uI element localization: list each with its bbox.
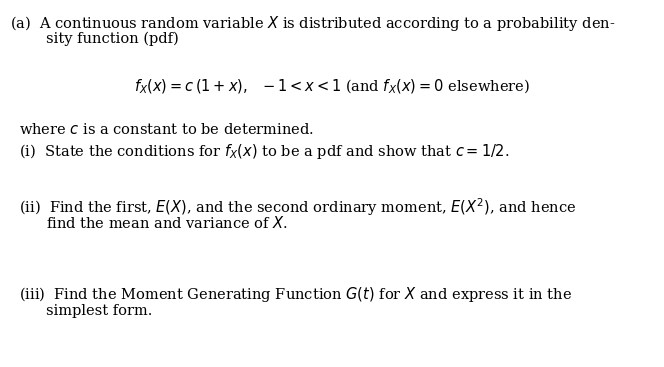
Text: $f_X(x) = c\,(1+x),\ \ -1 < x < 1$ (and $f_X(x) = 0$ elsewhere): $f_X(x) = c\,(1+x),\ \ -1 < x < 1$ (and … — [134, 78, 530, 97]
Text: sity function (pdf): sity function (pdf) — [46, 32, 179, 46]
Text: find the mean and variance of $X$.: find the mean and variance of $X$. — [46, 215, 288, 231]
Text: (a)  A continuous random variable $X$ is distributed according to a probability : (a) A continuous random variable $X$ is … — [10, 14, 616, 33]
Text: where $c$ is a constant to be determined.: where $c$ is a constant to be determined… — [19, 122, 314, 137]
Text: (ii)  Find the first, $E(X)$, and the second ordinary moment, $E(X^2)$, and henc: (ii) Find the first, $E(X)$, and the sec… — [19, 196, 576, 218]
Text: (i)  State the conditions for $f_X(x)$ to be a pdf and show that $c = 1/2$.: (i) State the conditions for $f_X(x)$ to… — [19, 142, 509, 161]
Text: simplest form.: simplest form. — [46, 304, 152, 318]
Text: (iii)  Find the Moment Generating Function $G(t)$ for $X$ and express it in the: (iii) Find the Moment Generating Functio… — [19, 285, 572, 304]
